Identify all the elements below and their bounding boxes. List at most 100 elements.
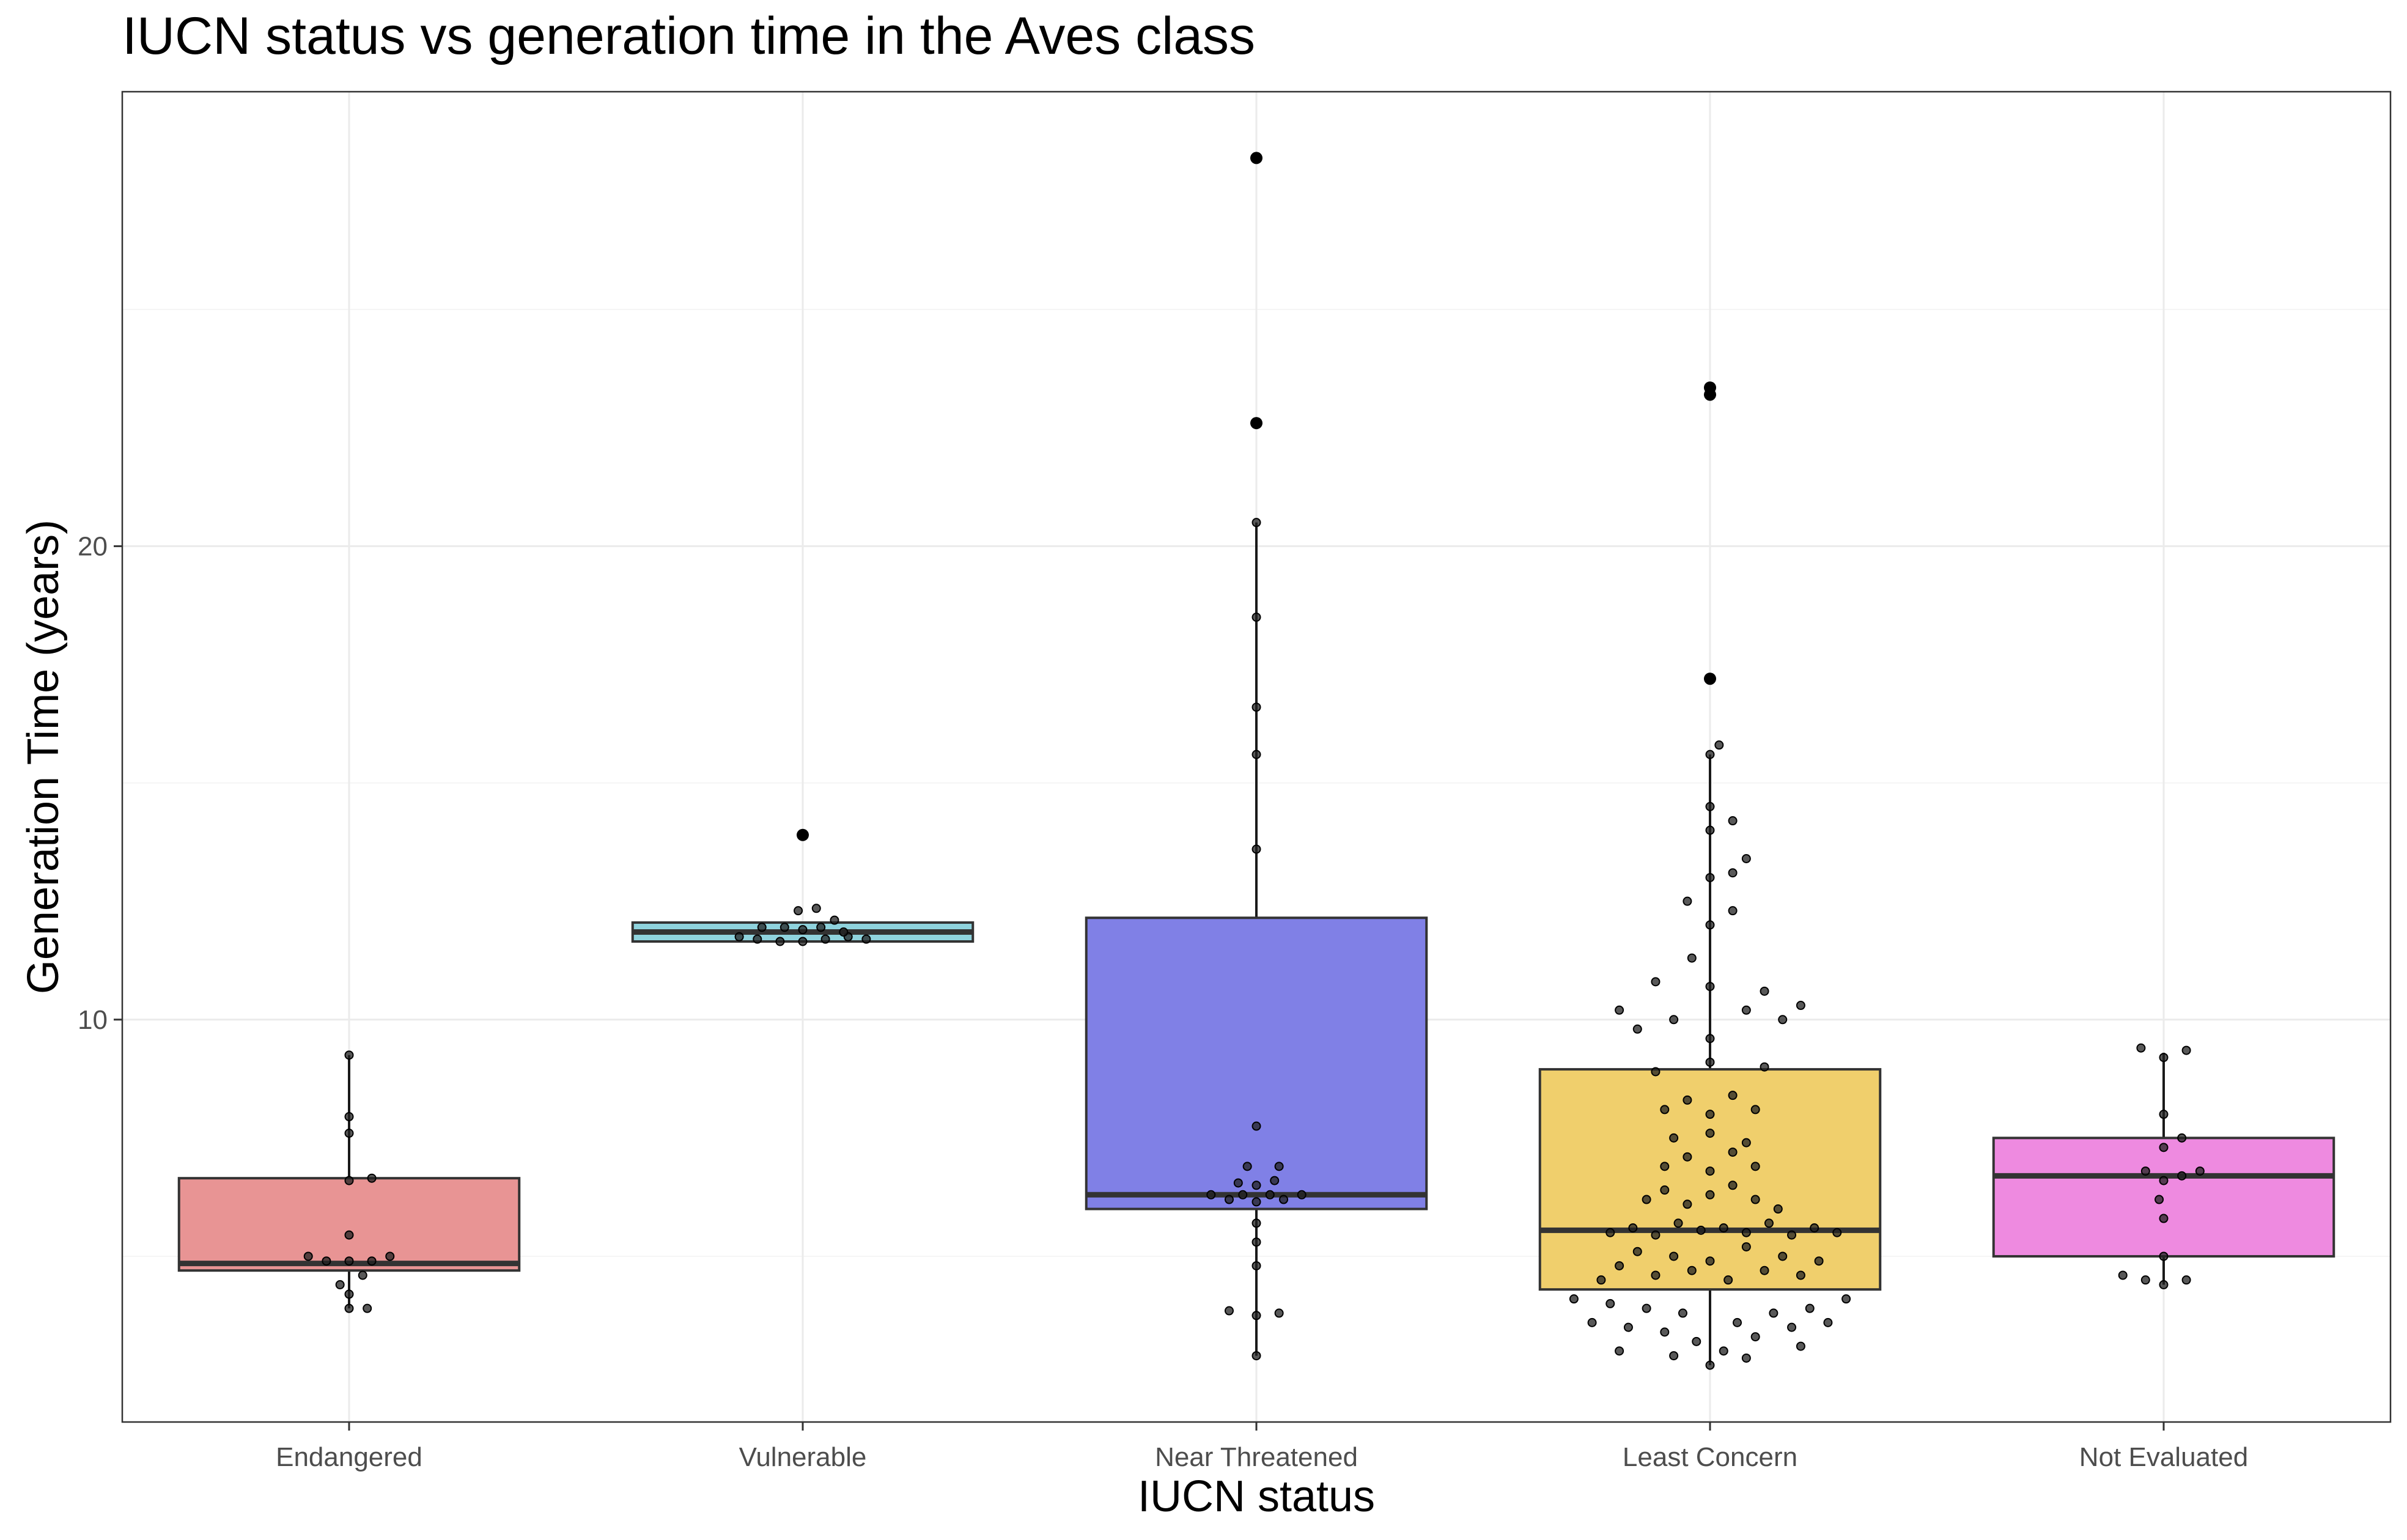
data-point bbox=[1741, 1242, 1751, 1251]
data-point bbox=[1714, 740, 1724, 750]
data-point bbox=[1787, 1322, 1797, 1332]
data-point bbox=[1660, 1185, 1670, 1195]
outlier-point bbox=[1250, 152, 1262, 164]
data-point bbox=[2159, 1280, 2169, 1289]
data-point bbox=[2159, 1176, 2169, 1185]
data-point bbox=[1778, 1251, 1788, 1261]
data-point bbox=[1705, 1166, 1715, 1176]
data-point bbox=[1705, 1360, 1715, 1370]
data-point bbox=[1696, 1225, 1706, 1235]
data-point bbox=[335, 1280, 345, 1289]
box bbox=[1538, 1068, 1882, 1291]
data-point bbox=[1841, 1294, 1851, 1304]
data-point bbox=[1605, 1299, 1615, 1308]
data-point bbox=[1251, 1121, 1261, 1131]
data-point bbox=[1669, 1351, 1679, 1361]
data-point bbox=[1741, 1228, 1751, 1237]
data-point bbox=[753, 934, 762, 944]
y-tick-label: 20 bbox=[78, 531, 108, 561]
data-point bbox=[344, 1176, 354, 1185]
data-point bbox=[1651, 1270, 1661, 1280]
data-point bbox=[1596, 1275, 1606, 1285]
data-point bbox=[1705, 1034, 1715, 1044]
data-point bbox=[1683, 1152, 1692, 1162]
x-axis-title: IUCN status bbox=[1138, 1472, 1375, 1521]
data-point bbox=[1705, 801, 1715, 811]
box-groups bbox=[177, 152, 2335, 1366]
data-point bbox=[1723, 1275, 1733, 1285]
data-point bbox=[1673, 1218, 1683, 1228]
data-point bbox=[1623, 1322, 1633, 1332]
data-point bbox=[1687, 953, 1697, 963]
data-point bbox=[2140, 1166, 2150, 1176]
data-point bbox=[830, 915, 839, 925]
outlier-point bbox=[1704, 381, 1716, 394]
chart-title: IUCN status vs generation time in the Av… bbox=[122, 7, 1255, 65]
data-point bbox=[1270, 1176, 1280, 1185]
data-point bbox=[1683, 1199, 1692, 1209]
data-point bbox=[1251, 1218, 1261, 1228]
data-point bbox=[1265, 1190, 1275, 1199]
data-point bbox=[1687, 1266, 1697, 1275]
data-point bbox=[1642, 1303, 1651, 1313]
data-point bbox=[1705, 982, 1715, 992]
data-point bbox=[1642, 1195, 1651, 1204]
y-tick-label: 10 bbox=[78, 1005, 108, 1035]
data-point bbox=[2195, 1166, 2205, 1176]
data-point bbox=[734, 932, 744, 941]
data-point bbox=[1741, 1005, 1751, 1015]
outlier-point bbox=[797, 828, 809, 841]
data-point bbox=[1705, 1129, 1715, 1138]
x-axis: Endangered Vulnerable Near Threatened Least… bbox=[276, 1422, 2248, 1472]
data-point bbox=[1778, 1015, 1788, 1025]
data-point bbox=[1805, 1303, 1815, 1313]
data-point bbox=[780, 923, 789, 932]
data-point bbox=[1569, 1294, 1579, 1304]
data-point bbox=[1719, 1346, 1728, 1356]
data-point bbox=[1705, 1057, 1715, 1067]
data-point bbox=[1274, 1308, 1284, 1318]
data-point bbox=[1728, 816, 1738, 826]
data-point bbox=[344, 1230, 354, 1240]
box bbox=[1992, 1137, 2335, 1258]
data-point bbox=[1796, 1001, 1805, 1011]
data-point bbox=[2140, 1275, 2150, 1285]
data-point bbox=[775, 937, 785, 946]
data-point bbox=[1728, 1091, 1738, 1100]
data-point bbox=[1632, 1024, 1642, 1034]
data-point bbox=[1705, 920, 1715, 930]
data-point bbox=[1750, 1332, 1760, 1342]
data-point bbox=[1705, 825, 1715, 835]
data-point bbox=[798, 925, 808, 935]
data-point bbox=[363, 1303, 372, 1313]
data-point bbox=[1251, 844, 1261, 854]
data-point bbox=[344, 1289, 354, 1299]
data-point bbox=[1224, 1306, 1234, 1316]
data-point bbox=[1233, 1178, 1243, 1188]
data-point bbox=[1628, 1223, 1638, 1233]
outlier-point bbox=[1250, 417, 1262, 430]
data-point bbox=[1279, 1195, 1289, 1204]
box bbox=[177, 1177, 521, 1272]
data-point bbox=[1615, 1005, 1624, 1015]
data-point bbox=[1605, 1228, 1615, 1237]
box-group-not-evaluated bbox=[1992, 1052, 2335, 1285]
data-point bbox=[1705, 872, 1715, 882]
data-point bbox=[1733, 1317, 1742, 1327]
data-point bbox=[1669, 1015, 1679, 1025]
data-point bbox=[1750, 1105, 1760, 1114]
x-tick-label: Endangered bbox=[276, 1442, 422, 1472]
data-point bbox=[811, 904, 821, 913]
data-point bbox=[344, 1303, 354, 1313]
data-point bbox=[1741, 1353, 1751, 1363]
data-point bbox=[1719, 1223, 1728, 1233]
data-point bbox=[1823, 1317, 1833, 1327]
data-point bbox=[344, 1050, 354, 1060]
data-point bbox=[358, 1270, 367, 1280]
data-point bbox=[1251, 1237, 1261, 1247]
data-point bbox=[1251, 1311, 1261, 1321]
data-point bbox=[2155, 1195, 2164, 1204]
data-point bbox=[2118, 1270, 2128, 1280]
data-point bbox=[1251, 1197, 1261, 1207]
